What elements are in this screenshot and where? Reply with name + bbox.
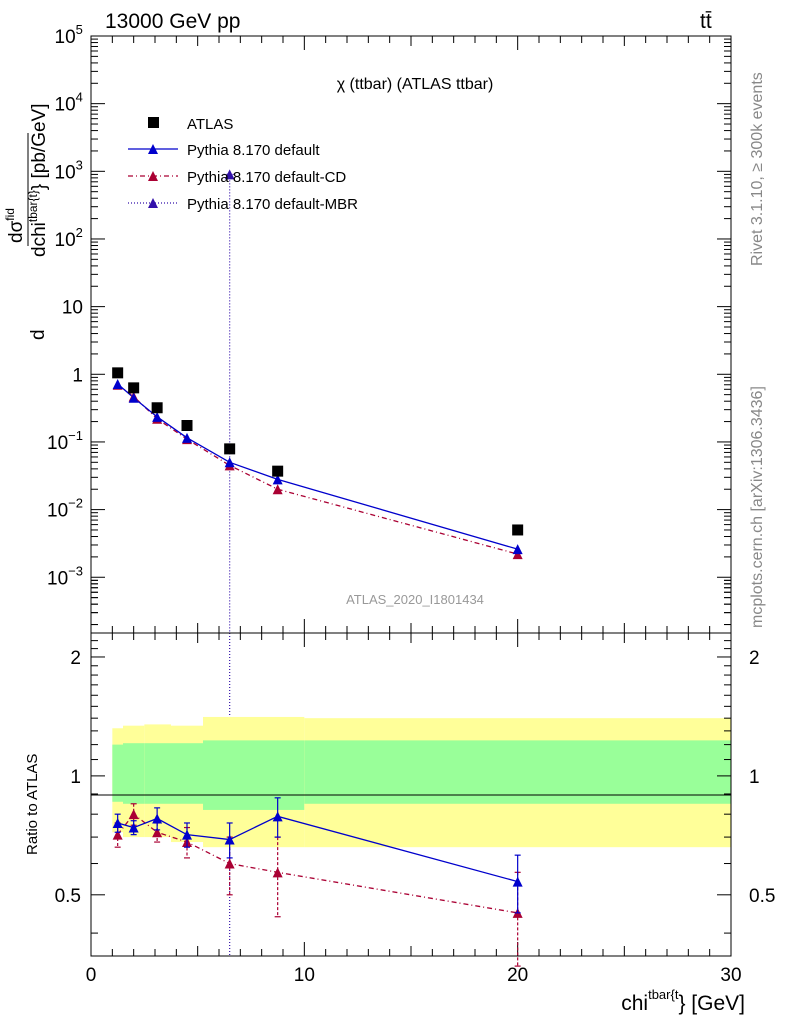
atlas-data-point (272, 465, 284, 477)
ratio-y-label-group: Ratio to ATLAS (24, 754, 41, 855)
process-label: 13000 GeV pp (105, 10, 240, 33)
cd-ratio-point (272, 867, 283, 878)
main-y-tick-label: 10−2 (47, 496, 83, 522)
inner-uncertainty-band (171, 743, 203, 804)
x-axis-label: chitbar{t} [GeV] (621, 987, 745, 1015)
inner-uncertainty-band (203, 740, 251, 810)
main-y-tick-label: 103 (55, 157, 83, 183)
atlas-data-point (181, 419, 193, 431)
main-y-label-fraction: dσfid (3, 133, 29, 246)
main-y-tick-label: 102 (55, 225, 83, 251)
ratio-y-tick-label-left: 0.5 (55, 886, 81, 907)
default-ratio-point (272, 811, 283, 822)
main-x-ticks (90, 36, 732, 633)
main-y-tick-label: 105 (55, 22, 83, 48)
cd-ratio-point (112, 829, 123, 840)
default-series-point (182, 432, 192, 443)
inner-uncertainty-band (112, 744, 123, 802)
svg-text:dchitbar{t}} [pb/GeV]: dchitbar{t}} [pb/GeV] (26, 103, 50, 257)
main-y-tick-label: 104 (55, 90, 83, 116)
svg-text:dσfid: dσfid (3, 208, 27, 243)
default-series-point (512, 544, 523, 555)
default-ratio-point (512, 876, 523, 887)
atlas-data-point (151, 402, 163, 414)
cd-series-point (272, 484, 283, 495)
main-y-tick-label: 10−1 (47, 428, 83, 454)
main-y-tick-label: 1 (72, 365, 83, 386)
ylabel-d: d (28, 329, 49, 340)
rivet-version-label: Rivet 3.1.10, ≥ 300k events (749, 72, 766, 266)
ratio-panel: 2 2 1 1 0.5 0.5 (55, 632, 775, 967)
default-ratio-point (224, 834, 235, 845)
atlas-data-point (128, 382, 140, 394)
default-series-point (224, 457, 235, 468)
x-tick-labels: 0 10 20 30 (86, 965, 742, 986)
x-tick-label: 30 (720, 965, 741, 986)
main-data-layer (112, 169, 524, 956)
ylabel-units: } [pb/GeV] (29, 103, 50, 190)
cd-ratio-point (224, 858, 235, 869)
legend-marker-atlas (148, 117, 159, 128)
analysis-id: ATLAS_2020_I1801434 (346, 592, 484, 607)
ratio-y-tick-label-left: 1 (70, 767, 81, 788)
cd-series-line (117, 384, 518, 555)
default-ratio-point (182, 829, 192, 840)
ratio-x-ticks (90, 633, 732, 956)
default-series-line (117, 383, 518, 550)
ylabel-sub: tbar{t} (26, 190, 40, 222)
svg-text:d: d (28, 329, 49, 340)
legend: ATLAS Pythia 8.170 default Pythia 8.170 … (128, 116, 358, 213)
default-series-point (128, 392, 139, 403)
inner-uncertainty-band (123, 743, 145, 804)
atlas-data-point (112, 367, 124, 379)
ratio-y-tick-label-right: 2 (749, 648, 760, 669)
cd-ratio-point (152, 827, 163, 838)
mcplots-label: mcplots.cern.ch [arXiv:1306.3436] (749, 386, 766, 628)
legend-label-atlas: ATLAS (187, 116, 233, 133)
x-tick-label: 0 (86, 965, 97, 986)
plot-title: χ (ttbar) (ATLAS ttbar) (337, 76, 494, 93)
ratio-y-tick-label-right: 1 (749, 767, 760, 788)
default-series-point (272, 474, 283, 485)
ratio-y-label: Ratio to ATLAS (24, 754, 41, 855)
ylabel-dchi: dchi (29, 222, 50, 257)
x-tick-label: 20 (507, 965, 528, 986)
ratio-data-layer (112, 797, 523, 967)
atlas-data-point (224, 443, 236, 455)
mbr-series-point (224, 169, 235, 180)
ratio-y-tick-label-right: 0.5 (749, 886, 775, 907)
atlas-data-point (512, 524, 524, 536)
channel-label: tt̄ (700, 10, 712, 33)
legend-label-default: Pythia 8.170 default (187, 142, 320, 159)
main-y-label: d (28, 329, 49, 340)
inner-uncertainty-band (304, 740, 731, 804)
ratio-y-ticks: 2 2 1 1 0.5 0.5 (55, 640, 775, 934)
default-ratio-point (112, 817, 123, 828)
default-series-point (112, 378, 123, 389)
ylabel-dsigma: dσ (6, 220, 27, 243)
uncertainty-bands (112, 716, 731, 848)
x-tick-label: 10 (294, 965, 315, 986)
default-ratio-point (152, 813, 163, 824)
main-y-label-denominator: dchitbar{t}} [pb/GeV] (26, 103, 50, 257)
legend-marker-cd (148, 171, 158, 181)
inner-uncertainty-band (144, 743, 171, 804)
main-y-tick-label: 10−3 (47, 563, 83, 589)
legend-marker-mbr (148, 198, 158, 208)
ylabel-fid: fid (3, 208, 17, 221)
cd-ratio-point (128, 809, 139, 820)
main-y-tick-label: 10 (62, 298, 83, 319)
legend-label-mbr: Pythia 8.170 default-MBR (187, 196, 358, 213)
legend-marker-default (148, 144, 158, 154)
ratio-y-tick-label-left: 2 (70, 648, 81, 669)
default-ratio-point (128, 822, 139, 833)
legend-label-cd: Pythia 8.170 default-CD (187, 169, 346, 186)
default-series-point (152, 411, 163, 422)
